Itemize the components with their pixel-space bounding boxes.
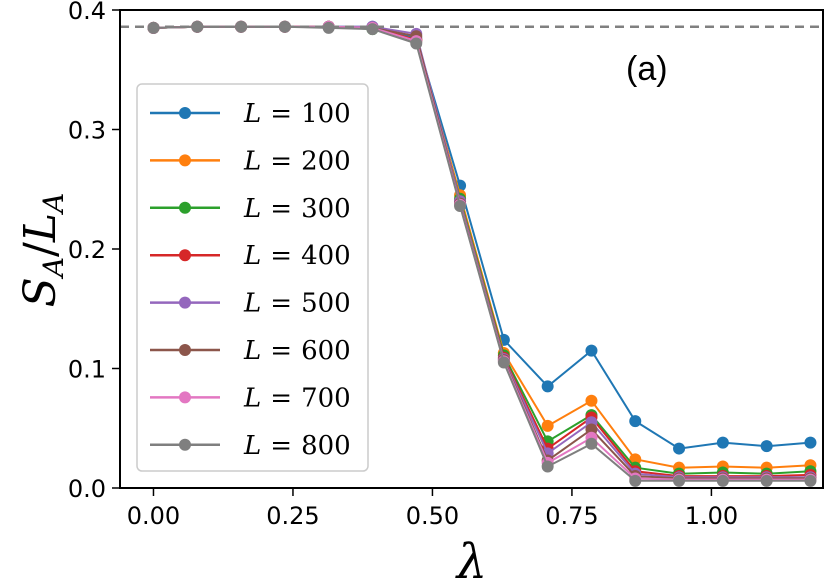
legend-marker-400 — [179, 249, 191, 262]
legend-box — [136, 83, 369, 472]
legend-label-300: L = 300 — [243, 194, 351, 224]
y-label-s: S — [15, 277, 66, 307]
point-100-11 — [629, 415, 642, 428]
x-tick-label-1: 0.25 — [266, 502, 319, 530]
point-200-11 — [629, 453, 642, 466]
axes-layer: 0.00 0.25 0.50 0.75 1.00 0.0 0.1 0.2 0.3 0.4 — [68, 0, 738, 530]
point-100-12 — [673, 442, 686, 455]
legend-entry-200: L = 200 — [150, 146, 351, 176]
legend-marker-700 — [179, 391, 191, 404]
legend-label-100: L = 100 — [243, 99, 351, 129]
y-label-l: L — [15, 213, 66, 243]
x-tick-label-3: 0.75 — [545, 502, 598, 530]
legend-marker-800 — [179, 438, 191, 451]
svg-text:SA/LA: SA/LA — [15, 193, 70, 308]
point-100-13 — [716, 436, 729, 449]
point-800-11 — [629, 474, 642, 487]
point-100-15 — [804, 436, 817, 449]
legend-label-200: L = 200 — [243, 146, 351, 176]
x-axis-label: λ — [455, 534, 487, 588]
point-100-9 — [541, 380, 554, 393]
legend-label-600: L = 600 — [243, 336, 351, 366]
legend-marker-300 — [179, 201, 191, 214]
y-label-sub-2: A — [37, 193, 70, 216]
point-800-6 — [410, 37, 423, 50]
legend-label-700: L = 700 — [243, 383, 351, 413]
y-tick-label-2: 0.2 — [68, 236, 106, 264]
point-800-9 — [541, 460, 554, 473]
legend-marker-600 — [179, 344, 191, 356]
legend-marker-200 — [179, 154, 191, 167]
x-tick-label-4: 1.00 — [685, 502, 738, 530]
legend-entry-500: L = 500 — [150, 289, 351, 319]
point-800-8 — [497, 356, 510, 369]
x-tick-label-0: 0.00 — [127, 502, 180, 530]
point-600-10 — [585, 423, 598, 436]
y-tick-label-0: 0.0 — [68, 475, 106, 503]
y-tick-label-3: 0.3 — [68, 117, 106, 145]
point-800-14 — [760, 474, 773, 487]
legend-entry-700: L = 700 — [150, 383, 351, 413]
legend: L = 100 L = 200 L = 300 L = 400 L = 500 L = 600 L = 700 L = 800 — [136, 83, 369, 472]
point-100-14 — [760, 440, 773, 453]
legend-label-400: L = 400 — [243, 241, 351, 271]
point-800-5 — [366, 23, 379, 36]
point-800-10 — [585, 437, 598, 450]
legend-entry-800: L = 800 — [150, 431, 351, 461]
y-tick-label-4: 0.4 — [68, 0, 106, 25]
point-200-10 — [585, 394, 598, 407]
legend-marker-500 — [179, 296, 191, 309]
point-100-10 — [585, 344, 598, 357]
legend-entry-100: L = 100 — [150, 99, 351, 129]
legend-entry-400: L = 400 — [150, 241, 351, 271]
series-800 — [147, 20, 817, 487]
panel-label: (a) — [626, 50, 668, 88]
legend-entry-300: L = 300 — [150, 194, 351, 224]
point-800-12 — [673, 474, 686, 487]
y-label-sub-1: A — [37, 257, 70, 280]
y-label-slash: / — [15, 242, 66, 257]
y-tick-label-1: 0.1 — [68, 356, 106, 384]
legend-label-800: L = 800 — [243, 431, 351, 461]
y-axis-label: SA/LA — [15, 193, 70, 308]
point-800-13 — [716, 474, 729, 487]
legend-marker-100 — [179, 107, 191, 119]
point-800-4 — [322, 21, 335, 34]
point-800-3 — [278, 20, 291, 33]
legend-entry-600: L = 600 — [150, 336, 351, 366]
point-200-9 — [541, 419, 554, 432]
legend-label-500: L = 500 — [243, 289, 351, 319]
point-800-15 — [804, 474, 817, 487]
x-tick-label-2: 0.50 — [406, 502, 459, 530]
point-800-7 — [454, 199, 467, 212]
